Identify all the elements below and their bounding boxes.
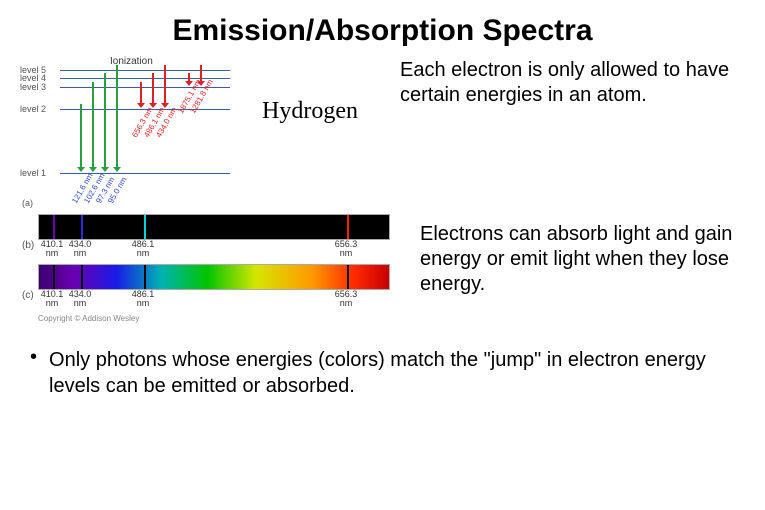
emission-line-icon xyxy=(81,215,83,239)
wl-label: 434.0nm xyxy=(69,290,92,308)
emission-spectrum: (b) 410.1nm 434.0nm 486.1nm 656.3nm xyxy=(20,214,400,260)
absorption-line-icon xyxy=(53,265,55,289)
transition-arrow-icon xyxy=(200,65,202,82)
absorption-spectrum: (c) 410.1nm 434.0nm 486.1nm 656.3nm xyxy=(20,264,400,310)
copyright-text: Copyright © Addison Wesley xyxy=(38,314,400,323)
transition-arrow-icon xyxy=(80,104,82,168)
energy-level-1: level 1 xyxy=(20,168,230,178)
level-label: level 1 xyxy=(20,168,60,178)
spectra-row: (b) 410.1nm 434.0nm 486.1nm 656.3nm (c) xyxy=(20,214,745,323)
panel-marker-a: (a) xyxy=(22,198,33,208)
absorption-line-icon xyxy=(144,265,146,289)
emission-line-icon xyxy=(53,215,55,239)
panel-marker-b: (b) xyxy=(22,240,34,251)
wl-label: 486.1nm xyxy=(132,240,155,258)
transition-arrow-icon xyxy=(188,73,190,82)
wl-label: 656.3nm xyxy=(335,290,358,308)
spectra-panel: (b) 410.1nm 434.0nm 486.1nm 656.3nm (c) xyxy=(20,214,400,323)
level-label: level 2 xyxy=(20,104,60,114)
bullet-item: • Only photons whose energies (colors) m… xyxy=(20,347,745,399)
absorption-line-icon xyxy=(347,265,349,289)
top-row: Ionization level 5 level 4 level 3 level… xyxy=(20,58,745,208)
wl-label: 434.0nm xyxy=(69,240,92,258)
transition-arrow-icon xyxy=(164,65,166,104)
level-label: level 3 xyxy=(20,82,60,92)
absorption-bar xyxy=(38,264,390,290)
emission-line-icon xyxy=(144,215,146,239)
wl-label: 486.1nm xyxy=(132,290,155,308)
paragraph-1: Each electron is only allowed to have ce… xyxy=(400,58,745,108)
transition-arrow-icon xyxy=(104,73,106,168)
wavelength-labels: 410.1nm 434.0nm 486.1nm 656.3nm xyxy=(38,240,388,260)
bullet-text: Only photons whose energies (colors) mat… xyxy=(49,347,735,399)
emission-line-icon xyxy=(347,215,349,239)
transition-arrow-icon xyxy=(140,82,142,104)
emission-bar xyxy=(38,214,390,240)
wl-label: 410.1nm xyxy=(41,240,64,258)
energy-level-diagram: Ionization level 5 level 4 level 3 level… xyxy=(20,58,230,208)
page-title: Emission/Absorption Spectra xyxy=(20,14,745,48)
absorption-line-icon xyxy=(81,265,83,289)
paragraph-2: Electrons can absorb light and gain ener… xyxy=(420,222,745,297)
transition-arrow-icon xyxy=(116,65,118,168)
panel-marker-c: (c) xyxy=(22,290,34,301)
transition-arrow-icon xyxy=(92,82,94,168)
wavelength-labels: 410.1nm 434.0nm 486.1nm 656.3nm xyxy=(38,290,388,310)
wl-label: 410.1nm xyxy=(41,290,64,308)
bullet-dot-icon: • xyxy=(30,347,37,367)
transition-arrow-icon xyxy=(152,73,154,104)
hydrogen-label: Hydrogen xyxy=(250,98,370,125)
wl-label: 656.3nm xyxy=(335,240,358,258)
